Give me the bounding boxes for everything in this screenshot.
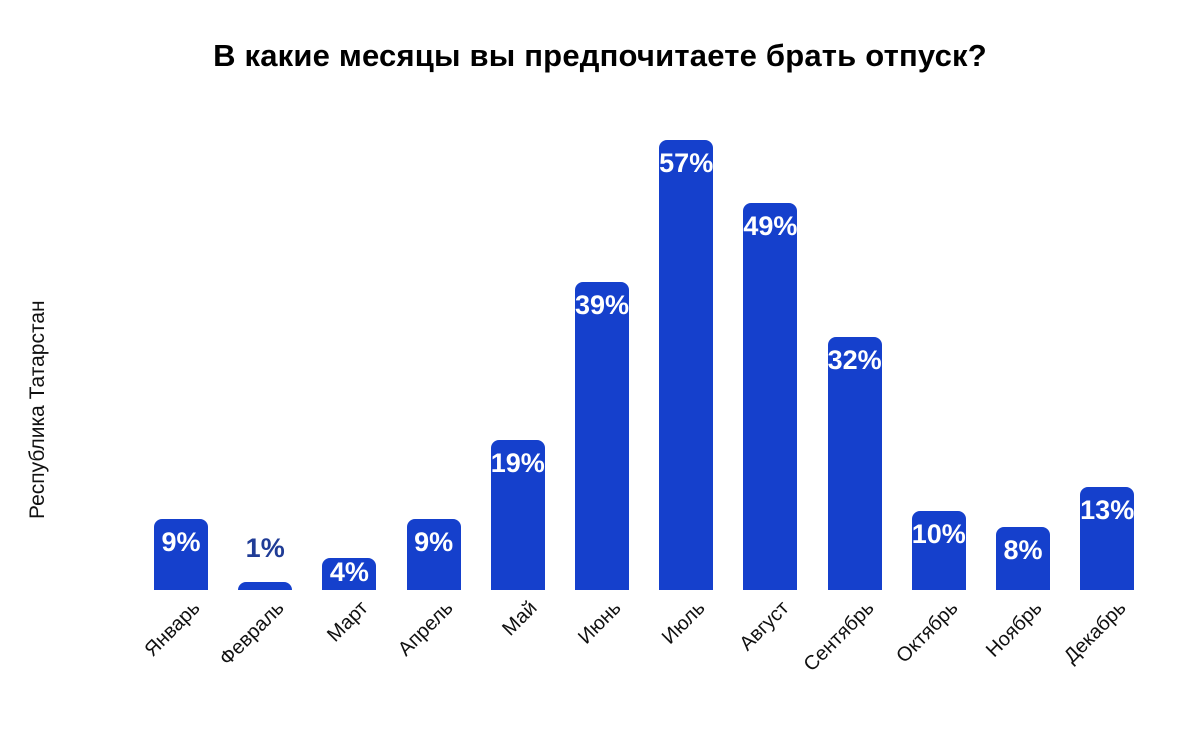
- bar-value-label: 32%: [827, 345, 882, 376]
- chart-title: В какие месяцы вы предпочитаете брать от…: [213, 38, 987, 73]
- bar: [1080, 487, 1135, 590]
- bar-value-label: 39%: [574, 289, 630, 320]
- bar: [322, 558, 377, 590]
- bar-value-label: 9%: [414, 526, 454, 557]
- bar: [238, 582, 293, 590]
- bar: [406, 518, 461, 590]
- bar-value-label: 10%: [911, 519, 966, 549]
- bar-value-label: 57%: [659, 147, 714, 178]
- bar-value-label: 9%: [161, 526, 201, 557]
- bar-value-label: 13%: [1080, 495, 1135, 526]
- bar-value-label: 8%: [1003, 534, 1043, 565]
- bar-value-label: 19%: [490, 447, 545, 478]
- bar-value-label: 49%: [743, 210, 798, 241]
- bar: [659, 139, 714, 590]
- bar: [996, 526, 1050, 590]
- bar: [154, 518, 208, 590]
- bar: [911, 511, 966, 590]
- bar-value-label: 4%: [329, 557, 369, 588]
- bar: [743, 202, 798, 590]
- bar-value-label: 1%: [245, 533, 285, 563]
- bar: [827, 337, 882, 590]
- bar: [490, 439, 545, 590]
- bar: [575, 281, 629, 590]
